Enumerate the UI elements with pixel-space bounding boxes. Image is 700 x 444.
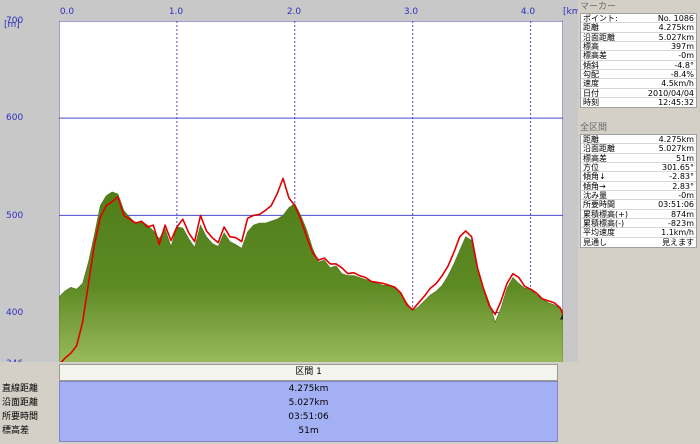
- info-row-label: 標高差: [583, 51, 607, 61]
- info-row-label: 沈み量: [583, 191, 607, 201]
- y-axis-unit: [m]: [4, 20, 20, 30]
- info-row-label: 沿面距離: [583, 144, 615, 154]
- x-tick-label: 3.0: [403, 7, 419, 17]
- info-row-label: 勾配: [583, 70, 599, 80]
- position-marker-icon: [560, 313, 563, 320]
- info-row-value: 見えます: [662, 237, 694, 247]
- all-section-panel-title: 全区間: [580, 123, 608, 133]
- info-row: 距離 4.275km: [581, 135, 696, 145]
- info-row: 速度 4.5km/h: [581, 79, 696, 89]
- info-row-value: -0m: [678, 51, 694, 61]
- info-row-value: 51m: [676, 153, 694, 163]
- info-row-value: 12:45:32: [658, 98, 694, 108]
- info-row: 標高差 -0m: [581, 51, 696, 61]
- y-tick-label: 700: [6, 16, 24, 26]
- info-row: 沈み量 -0m: [581, 191, 696, 201]
- marker-panel-title: マーカー: [580, 2, 617, 12]
- track-line-series: [59, 177, 563, 365]
- info-row-value: -4.8°: [674, 60, 694, 70]
- info-row-value: 5.027km: [658, 32, 694, 42]
- info-row: 沿面距離 5.027km: [581, 144, 696, 154]
- info-row: 標高 397m: [581, 42, 696, 52]
- info-row-value: 4.275km: [658, 23, 694, 33]
- info-row-label: 標高差: [583, 153, 607, 163]
- info-row: 見通し 見えます: [581, 238, 696, 247]
- info-row: 傾角→ 2.83°: [581, 181, 696, 192]
- x-tick-label: 2.0: [286, 7, 302, 17]
- elevation-plot[interactable]: [59, 21, 563, 365]
- info-row-value: 2010/04/04: [647, 88, 694, 98]
- info-row-label: 速度: [583, 79, 599, 89]
- info-row-label: 所要時間: [583, 200, 615, 210]
- summary-value-elevation-diff: 51m: [298, 426, 319, 436]
- info-row: 標高差 51m: [581, 153, 696, 164]
- info-row-value: 301.65°: [662, 163, 694, 173]
- info-row-label: 累積標高(-): [583, 219, 625, 229]
- summary-value-surface-distance: 5.027km: [288, 398, 329, 408]
- info-row-label: 傾角→: [583, 181, 606, 191]
- summary-label-duration: 所要時間: [2, 412, 39, 422]
- info-row-label: 距離: [583, 23, 599, 33]
- x-tick-label: 1.0: [168, 7, 184, 17]
- info-row-value: -0m: [678, 191, 694, 201]
- info-row: 方位 301.65°: [581, 163, 696, 173]
- info-row-value: 4.275km: [658, 135, 694, 144]
- x-axis-unit: [km]: [563, 7, 585, 17]
- info-row-value: 4.5km/h: [661, 79, 694, 89]
- all-section-info-table: 距離 4.275km 沿面距離 5.027km 標高差 51m 方位 301.65° 傾角↓ -2…: [580, 134, 697, 249]
- info-row-value: 03:51:06: [658, 200, 694, 210]
- info-row-label: 傾斜: [583, 60, 599, 70]
- section-summary-panel: 区間 1 直線距離 沿面距離 所要時間 標高差 4.275km 5.027km …: [0, 362, 578, 444]
- info-side-panel: マーカー ポイント: No. 1086 距離 4.275km 沿面距離 5.027km 標高…: [578, 0, 700, 444]
- section-header[interactable]: 区間 1: [59, 364, 558, 381]
- info-row-value: 2.83°: [672, 181, 694, 191]
- summary-label-surface-distance: 沿面距離: [2, 398, 39, 408]
- info-row-label: ポイント:: [583, 14, 618, 23]
- info-row-label: 距離: [583, 135, 599, 144]
- info-row-label: 日付: [583, 88, 599, 98]
- info-row: 平均速度 1.1km/h: [581, 228, 696, 238]
- info-row-value: 5.027km: [658, 144, 694, 154]
- info-row: 傾斜 -4.8°: [581, 60, 696, 71]
- info-row: 傾角↓ -2.83°: [581, 172, 696, 182]
- info-row-value: 1.1km/h: [661, 228, 694, 238]
- info-row-label: 沿面距離: [583, 32, 615, 42]
- info-row: 日付 2010/04/04: [581, 88, 696, 99]
- summary-label-elevation-diff: 標高差: [2, 426, 30, 436]
- x-tick-label: 0.0: [59, 7, 75, 17]
- elevation-graph-panel: [m] [km] 0.0 1.0 2.0 3.0 4.0 700 600 500…: [0, 0, 584, 369]
- info-row-value: 874m: [670, 209, 694, 219]
- info-row: 勾配 -8.4%: [581, 70, 696, 80]
- info-row: ポイント: No. 1086: [581, 14, 696, 24]
- info-row-value: No. 1086: [657, 14, 694, 23]
- info-row-value: 397m: [670, 42, 694, 52]
- info-row-label: 累積標高(+): [583, 209, 628, 219]
- info-row: 距離 4.275km: [581, 23, 696, 33]
- info-row: 時刻 12:45:32: [581, 98, 696, 107]
- info-row: 沿面距離 5.027km: [581, 32, 696, 43]
- info-row-label: 傾角↓: [583, 172, 606, 182]
- y-tick-label: 400: [6, 308, 24, 318]
- info-row: 所要時間 03:51:06: [581, 200, 696, 210]
- summary-label-straight-distance: 直線距離: [2, 384, 39, 394]
- info-row-label: 平均速度: [583, 228, 615, 238]
- y-tick-label: 500: [6, 211, 24, 221]
- summary-value-straight-distance: 4.275km: [288, 384, 329, 394]
- info-row-value: -8.4%: [670, 70, 694, 80]
- info-row: 累積標高(-) -823m: [581, 219, 696, 229]
- info-row-label: 時刻: [583, 98, 599, 108]
- summary-values-box: 4.275km 5.027km 03:51:06 51m: [59, 381, 558, 442]
- info-row-label: 見通し: [583, 237, 607, 247]
- y-tick-label: 600: [6, 113, 24, 123]
- summary-value-duration: 03:51:06: [288, 412, 329, 422]
- x-tick-label: 4.0: [520, 7, 536, 17]
- info-row: 累積標高(+) 874m: [581, 209, 696, 220]
- marker-info-table: ポイント: No. 1086 距離 4.275km 沿面距離 5.027km 標高 397m 標…: [580, 13, 697, 109]
- info-row-label: 標高: [583, 42, 599, 52]
- info-row-value: -823m: [668, 219, 694, 229]
- info-row-label: 方位: [583, 163, 599, 173]
- info-row-value: -2.83°: [669, 172, 694, 182]
